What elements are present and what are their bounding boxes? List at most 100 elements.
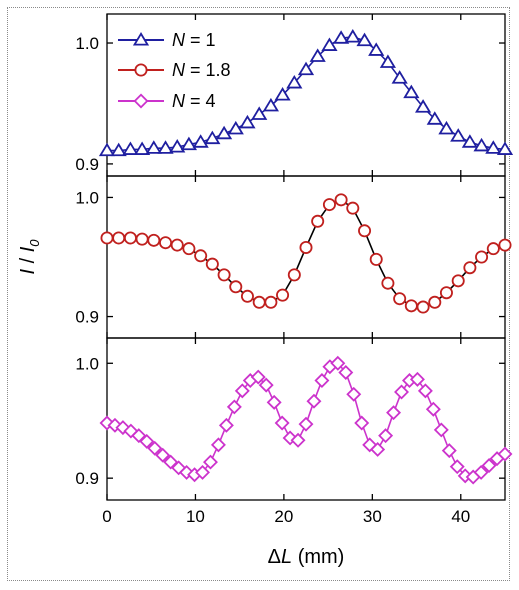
data-point <box>473 464 489 480</box>
legend: N = 1 N = 1.8 N = 4 <box>118 30 231 111</box>
data-point <box>157 140 174 154</box>
x-tick-label: 30 <box>363 507 382 526</box>
data-point <box>344 29 361 43</box>
data-point <box>298 416 314 432</box>
data-point <box>463 261 477 275</box>
data-point <box>497 446 513 462</box>
data-point <box>203 454 218 470</box>
x-axis: 0 10 20 30 40 ΔL (mm) <box>102 507 470 568</box>
data-point <box>322 198 336 212</box>
data-point <box>266 394 282 410</box>
data-point <box>346 386 362 402</box>
data-point <box>194 249 208 263</box>
data-point <box>386 405 402 421</box>
data-point <box>368 42 385 56</box>
x-axis-label: ΔL (mm) <box>268 546 345 568</box>
data-point <box>227 120 244 135</box>
data-point <box>110 142 127 157</box>
data-point <box>496 141 514 155</box>
data-point <box>417 383 433 399</box>
data-point <box>135 232 149 246</box>
data-point <box>163 454 179 470</box>
data-point <box>461 134 478 148</box>
x-tick-label: 10 <box>186 507 205 526</box>
data-point <box>354 415 370 431</box>
data-point <box>123 231 137 245</box>
data-point <box>334 193 348 207</box>
data-point <box>297 61 315 76</box>
data-point <box>378 428 394 444</box>
data-point <box>379 54 396 68</box>
data-point <box>485 140 502 154</box>
data-point <box>290 432 306 448</box>
data-point <box>147 233 161 247</box>
data-point <box>309 48 326 62</box>
data-point <box>425 401 441 417</box>
data-point <box>251 106 268 120</box>
panel-2: 0.9 1.0 <box>75 175 512 339</box>
data-point <box>147 440 163 456</box>
x-tick-label: 40 <box>451 507 470 526</box>
data-point <box>226 399 242 415</box>
data-point <box>404 299 418 313</box>
panel-frame <box>106 175 506 339</box>
data-point <box>370 441 386 457</box>
data-point <box>139 433 155 449</box>
data-point <box>122 141 139 155</box>
data-point <box>204 130 221 145</box>
data-point <box>274 87 291 101</box>
data-point <box>433 422 449 438</box>
data-point <box>286 74 303 89</box>
data-point <box>276 288 290 302</box>
data-point <box>393 292 407 306</box>
data-point <box>169 139 186 153</box>
data-point <box>333 30 350 44</box>
data-point <box>250 369 266 385</box>
data-point <box>234 383 250 399</box>
y-tick-label: 1.0 <box>75 34 99 53</box>
data-point <box>240 289 254 303</box>
data-point <box>262 97 279 112</box>
legend-label: N = 4 <box>172 91 216 111</box>
data-point <box>170 238 184 252</box>
panel-1: 0.9 1.0 <box>75 13 514 177</box>
data-point <box>195 464 210 480</box>
data-point <box>439 286 453 300</box>
data-point <box>98 142 116 157</box>
legend-label: N = 1.8 <box>172 60 231 80</box>
data-point <box>481 458 497 474</box>
data-point <box>216 125 233 140</box>
data-point <box>391 70 408 84</box>
data-point <box>182 242 196 256</box>
data-point <box>205 257 219 271</box>
data-point <box>131 428 147 444</box>
data-point <box>239 114 256 129</box>
data-point <box>330 355 346 371</box>
data-point <box>229 280 243 294</box>
legend-marker <box>134 63 148 77</box>
chart-panels: 0.9 1.0 0.9 1.0 0.9 1.0 <box>75 13 514 501</box>
x-tick-label: 0 <box>102 507 111 526</box>
data-point <box>358 224 372 238</box>
legend-marker <box>132 32 150 46</box>
data-point <box>218 417 234 433</box>
data-point <box>192 134 209 148</box>
data-point <box>346 201 360 215</box>
data-point <box>155 447 171 463</box>
data-point <box>415 99 432 113</box>
data-point <box>441 443 457 459</box>
data-point <box>486 242 500 256</box>
data-point <box>134 141 151 155</box>
data-point <box>473 137 490 152</box>
y-axis-title: I / I0 <box>17 239 42 275</box>
y-axis-label: I / I0 <box>17 239 42 275</box>
data-point <box>112 231 126 245</box>
y-tick-label: 1.0 <box>75 354 99 373</box>
data-point <box>306 393 322 409</box>
data-point <box>381 276 395 290</box>
panel-3: 0.9 1.0 <box>75 337 513 501</box>
data-point <box>180 136 197 151</box>
data-point <box>264 295 278 309</box>
data-point <box>217 268 231 282</box>
